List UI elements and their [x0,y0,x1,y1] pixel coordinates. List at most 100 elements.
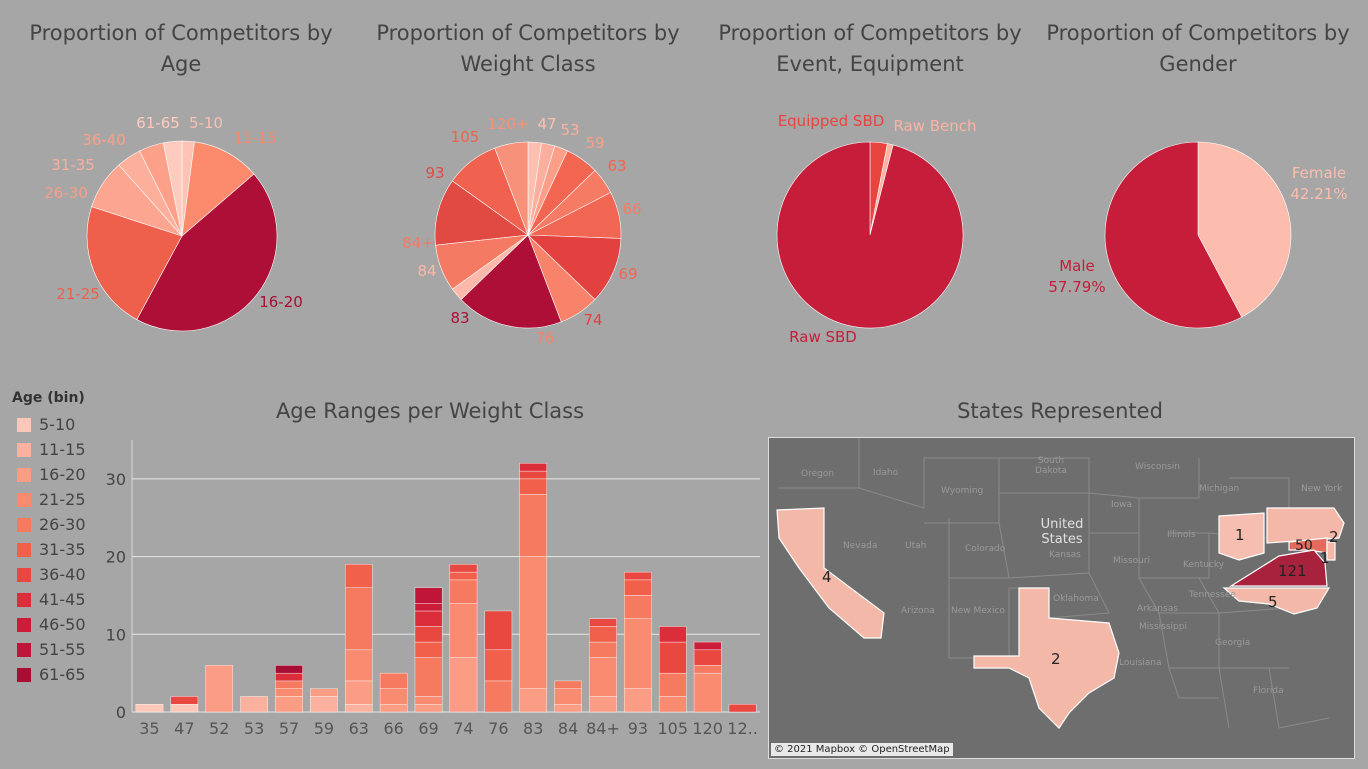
pie-1-slice-120+[interactable] [494,141,529,236]
pie-1-label-105: 105 [451,128,480,146]
state-north-carolina [1222,587,1331,615]
legend-label: 31-35 [39,540,86,559]
map-count-ohio: 1 [1235,526,1245,544]
map-attribution[interactable]: © 2021 Mapbox © OpenStreetMap [771,743,953,756]
x-tick-label: 57 [279,719,299,738]
legend-item-16-20[interactable]: 16-20 [17,465,86,485]
bar-76-26-30 [484,680,513,713]
legend-swatch [17,443,31,457]
bar-74-21-25 [449,603,478,658]
x-tick-label: 74 [453,719,473,738]
pie-0-label-11-15: 11-15 [233,129,277,147]
map-label-arizona: Arizona [901,606,935,616]
pie-title-age: Proportion of Competitors by Age [29,21,333,76]
bar-120-36-40 [693,649,722,666]
x-tick-label: 120 [692,719,723,738]
bar-105-36-40 [658,641,687,674]
states-map[interactable]: Oregon Idaho Wyoming South Dakota Wiscon… [768,437,1355,759]
legend-item-61-65[interactable]: 61-65 [17,665,86,685]
bar-83-36-40 [519,470,548,480]
bar-93-36-40 [624,571,652,581]
map-label-illinois: Illinois [1167,530,1196,540]
legend-item-31-35[interactable]: 31-35 [17,540,86,560]
bar-57-41-45 [275,672,303,682]
pie-1-slice-93[interactable] [434,180,529,246]
map-count-maryland: 50 [1295,538,1313,554]
map-label-louisiana: Louisiana [1119,658,1162,668]
bar-84-26-30 [554,680,582,689]
bar-57-61-65 [275,665,303,674]
x-tick-label: 12.. [727,719,758,738]
legend-title: Age (bin) [12,390,85,406]
bar-69-31-35 [414,641,443,658]
legend-item-11-15[interactable]: 11-15 [17,440,86,460]
pie-0-slice-61-65[interactable] [162,140,183,237]
legend-item-41-45[interactable]: 41-45 [17,590,86,610]
map-label-arkansas: Arkansas [1137,604,1179,614]
pie-1-label-83: 83 [450,309,469,327]
pie-3-slice-Female[interactable] [1197,141,1292,318]
map-label-new-york: New York [1301,484,1343,494]
bar-74-31-35 [449,571,478,581]
pie-0-slice-16-20[interactable] [136,173,278,332]
state-texas [973,587,1120,729]
bar-12..-36-40 [728,704,757,713]
legend-item-46-50[interactable]: 46-50 [17,615,86,635]
bar-84+-16-20 [589,696,617,713]
map-label-florida: Florida [1253,686,1284,696]
map-label-tennessee: Tennessee [1189,590,1236,600]
bar-63-11-15 [344,704,373,713]
pie-0-slice-11-15[interactable] [181,141,255,237]
legend-item-26-30[interactable]: 26-30 [17,515,86,535]
pie-0-label-16-20: 16-20 [259,293,303,311]
legend-swatch [17,543,31,557]
pie-0-label-5-10: 5-10 [189,114,223,132]
x-tick-label: 84 [558,719,578,738]
map-label-utah: Utah [905,541,927,551]
pie-1-label-63: 63 [607,157,626,175]
pie-charts: 5-10 11-15 16-20 21-25 26-30 31-35 36-40 61-65 4… [44,112,1347,347]
pie-2-slice-Raw SBD[interactable] [776,141,964,329]
x-tick-label: 52 [209,719,229,738]
bar-76-31-35 [484,649,513,682]
state-virginia [1228,549,1328,587]
pie-3-slice-Male[interactable] [1104,141,1243,329]
bar-84+-26-30 [589,641,617,658]
pie-title-event: Proportion of Competitors by Event, Equi… [718,21,1022,76]
legend-item-5-10[interactable]: 5-10 [17,415,75,435]
bar-93-16-20 [624,688,652,713]
pie-0-label-61-65: 61-65 [136,114,180,132]
legend-swatch [17,468,31,482]
pie-1-label-84+: 84+ [402,234,434,252]
legend-swatch [17,668,31,682]
legend-item-21-25[interactable]: 21-25 [17,490,86,510]
bar-84-16-20 [554,704,582,713]
pie-1-label-84: 84 [417,262,436,280]
state-pennsylvania [1266,507,1345,544]
x-tick-label: 63 [349,719,369,738]
x-tick-label: 84+ [586,719,620,738]
pie-1-slice-83[interactable] [460,234,562,329]
legend-item-36-40[interactable]: 36-40 [17,565,86,585]
legend-label: 61-65 [39,665,86,684]
map-label-kentucky: Kentucky [1183,560,1225,570]
bar-57-26-30 [275,680,303,689]
bar-69-46-50 [414,603,443,612]
bar-84+-36-40 [589,618,617,627]
legend-label: 41-45 [39,590,86,609]
bar-83-21-25 [519,556,548,689]
x-tick-label: 66 [383,719,403,738]
x-tick-label: 93 [628,719,648,738]
legend-label: 11-15 [39,440,86,459]
map-label-south-dakota: South Dakota [1035,456,1067,476]
pie-0-slice-21-25[interactable] [86,206,183,320]
bar-84-21-25 [554,688,582,705]
legend-swatch [17,568,31,582]
bar-59-16-20 [310,688,338,697]
bar-63-21-25 [344,649,373,682]
bar-93-26-30 [624,595,652,619]
pie-1-label-76: 76 [535,329,554,347]
pie-1-slice-74[interactable] [527,234,622,300]
map-label-oklahoma: Oklahoma [1053,594,1099,604]
legend-item-51-55[interactable]: 51-55 [17,640,86,660]
